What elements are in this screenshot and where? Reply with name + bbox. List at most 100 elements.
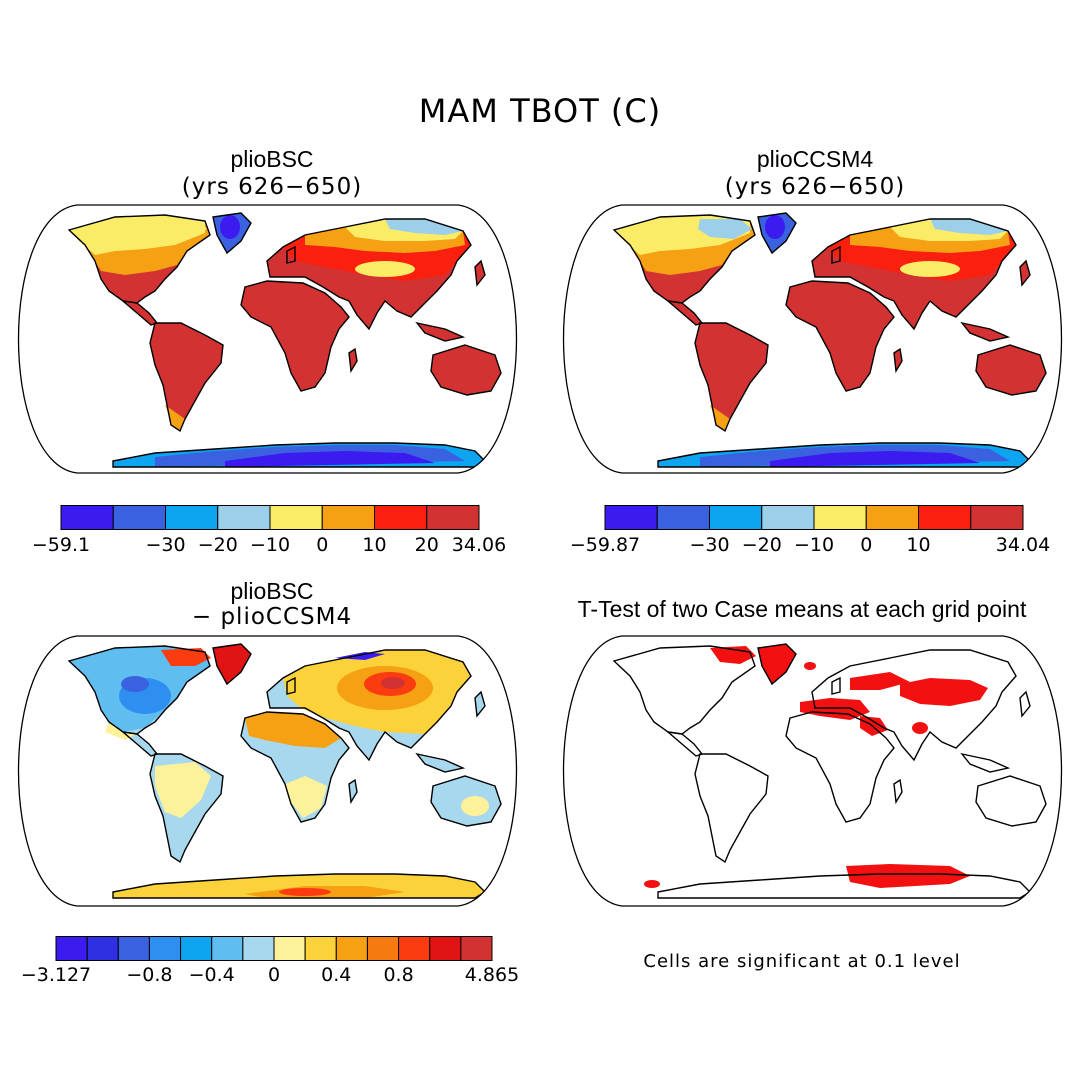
colorbar-tick-label: 0: [860, 534, 873, 556]
coastline-eurasia: [266, 218, 472, 331]
sig-india: [912, 722, 928, 734]
coastline-indonesia: [960, 321, 1011, 342]
colorbar-swatch: [429, 936, 462, 961]
sig-antarctica-west: [644, 880, 660, 888]
colorbar-swatch: [86, 936, 119, 961]
colorbar-swatch: [460, 936, 493, 961]
land-indonesia: [962, 323, 1008, 341]
colorbar-swatch: [321, 505, 375, 530]
colorbar-tick-label: 20: [414, 534, 439, 556]
coastline-madagascar: [348, 778, 358, 805]
colorbar-tick-label: −59.87: [569, 534, 641, 556]
land-australia: [431, 345, 501, 395]
colorbar-tick-label: −10: [793, 534, 835, 556]
colorbar-swatch: [761, 505, 815, 530]
colorbar-tick-label: −30: [689, 534, 730, 556]
coastline-eurasia: [811, 649, 1017, 762]
colorbar-difference-ticks: −3.127 −0.8 −0.4 0 0.4 0.8 4.865: [21, 964, 519, 988]
land-africa: [241, 281, 349, 391]
coastline-antarctica: [112, 442, 487, 468]
coastline-nz: [512, 381, 517, 407]
colorbar-tick-label: −20: [741, 534, 782, 556]
coastline-sa: [694, 322, 769, 433]
land-indonesia: [417, 323, 463, 341]
coastline-antarctica: [112, 873, 487, 899]
map-ttest: [562, 635, 1063, 907]
panel-3-subtitle: − plioCCSM4: [191, 604, 353, 630]
colorbar-tick-label: −3.127: [20, 964, 92, 986]
colorbar-swatch: [398, 936, 431, 961]
coastline-greenland: [212, 212, 252, 255]
coastline-na: [67, 645, 211, 735]
colorbar-swatch: [269, 505, 323, 530]
zone-antarctica-red: [279, 888, 331, 896]
sig-arabia: [860, 716, 888, 736]
land-nz: [1058, 383, 1062, 405]
coastline-uk: [286, 676, 296, 695]
colorbar-swatch: [604, 505, 658, 530]
map-field: [612, 643, 1062, 899]
coastline-uk: [286, 245, 296, 264]
coastline-sa: [694, 753, 769, 864]
colorbar-swatch: [117, 936, 150, 961]
colorbar-tick-label: −59.1: [31, 534, 91, 556]
colorbar-tick-label: 0: [267, 964, 281, 986]
colorbar-swatch: [656, 505, 710, 530]
coastline-africa: [785, 711, 895, 823]
map-frame: [17, 635, 518, 907]
colorbar-tick-label: 0.4: [321, 964, 352, 986]
coastline-africa: [240, 280, 350, 392]
colorbar-pliobsc: [60, 505, 480, 530]
coastline-madagascar: [348, 347, 358, 374]
colorbar-swatch: [55, 936, 88, 961]
coastline-na: [67, 214, 211, 304]
colorbar-swatch: [426, 505, 480, 530]
coastline-africa: [785, 280, 895, 392]
land-ca: [668, 301, 702, 325]
zone-patagonia: [165, 405, 185, 431]
colorbar-swatch: [709, 505, 763, 530]
sig-scandinavia: [804, 662, 816, 670]
coastline-africa: [240, 711, 350, 823]
colorbar-plioccsm4: [604, 505, 1024, 530]
colorbar-swatch: [918, 505, 972, 530]
colorbar-swatch: [211, 936, 244, 961]
zone-siberia-blue: [385, 219, 463, 235]
colorbar-tick-label: −0.8: [126, 964, 173, 986]
colorbar-swatch: [242, 936, 275, 961]
colorbar-swatch: [165, 505, 219, 530]
colorbar-pliobsc-ticks: −59.1 −30 −20 −10 0 10 20 34.06: [32, 534, 506, 558]
coastline-australia: [430, 344, 502, 396]
zone-patagonia: [710, 405, 730, 431]
panel-1-subtitle: (yrs 626−650): [181, 174, 363, 200]
colorbar-tick-label: −30: [145, 534, 186, 556]
coastline-nz: [1057, 381, 1062, 407]
colorbar-tick-label: 0.8: [383, 964, 414, 986]
coastline-australia: [975, 344, 1047, 396]
coastline-madagascar: [893, 778, 903, 805]
zone-greenland-core: [220, 215, 240, 239]
zone-tibet: [355, 261, 415, 277]
coastline-australia: [430, 775, 502, 827]
zone-africa-south: [285, 776, 327, 818]
colorbar-tick-label: −10: [249, 534, 291, 556]
coastline-antarctica: [657, 873, 1032, 899]
coastline-greenland: [212, 643, 252, 686]
colorbar-swatch: [865, 505, 919, 530]
map-pliobsc: [17, 204, 518, 474]
panel-1-title: plioBSC: [230, 146, 314, 172]
sig-east-europe: [850, 672, 910, 690]
colorbar-swatch: [60, 505, 114, 530]
coastline-eurasia: [811, 218, 1017, 331]
coastline-greenland: [757, 643, 797, 686]
map-plioccsm4: [562, 204, 1063, 474]
panel-3-title: plioBSC: [230, 578, 314, 604]
coastline-japan: [474, 690, 486, 718]
coastline-uk: [831, 676, 841, 695]
zone-na-arctic: [153, 219, 207, 239]
map-frame: [562, 204, 1063, 474]
map-field: [67, 212, 517, 468]
coastline-sa: [149, 753, 224, 864]
map-frame: [17, 204, 518, 474]
coastline-antarctica: [657, 442, 1032, 468]
